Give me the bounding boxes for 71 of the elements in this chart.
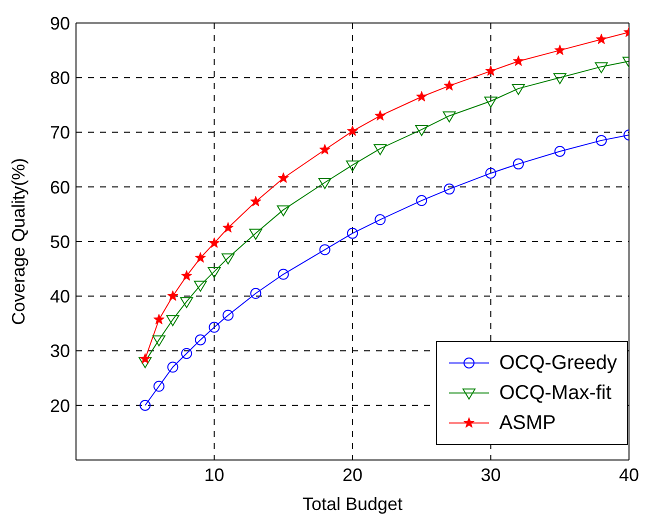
- x-tick-label: 10: [204, 464, 224, 485]
- point: [596, 134, 607, 146]
- point: [208, 237, 220, 248]
- point: [194, 280, 207, 292]
- point: [153, 380, 164, 392]
- point: [594, 62, 608, 74]
- point: [222, 310, 234, 321]
- point: [485, 168, 496, 179]
- point: [194, 334, 206, 346]
- point: [181, 270, 192, 281]
- point: [166, 315, 180, 326]
- point: [416, 90, 428, 102]
- legend-label: OCQ-Max-fit: [499, 382, 612, 404]
- point: [208, 267, 221, 278]
- x-tick-label: 40: [618, 464, 640, 485]
- point: [484, 96, 498, 108]
- x-tick-label: 30: [480, 464, 501, 485]
- point: [140, 400, 151, 411]
- point: [276, 205, 290, 216]
- point: [346, 160, 359, 172]
- point: [374, 144, 387, 156]
- point: [442, 111, 456, 122]
- point: [249, 228, 262, 240]
- point: [153, 314, 164, 324]
- y-axis-title: Coverage Quality(%): [8, 158, 28, 326]
- point: [167, 290, 178, 301]
- point: [554, 44, 566, 56]
- point: [553, 73, 566, 84]
- point: [222, 253, 235, 264]
- y-tick-label: 30: [50, 341, 70, 362]
- point: [250, 288, 262, 299]
- point: [138, 357, 152, 368]
- point: [180, 297, 194, 308]
- x-axis-title: Total Budget: [302, 494, 403, 514]
- point: [181, 348, 192, 359]
- point: [250, 196, 262, 206]
- point: [278, 172, 289, 183]
- point: [167, 362, 178, 373]
- point: [347, 125, 358, 136]
- point: [278, 268, 289, 280]
- y-tick-label: 40: [50, 286, 70, 307]
- y-tick-label: 60: [50, 177, 70, 198]
- point: [554, 146, 566, 157]
- point: [444, 184, 455, 195]
- point: [512, 55, 524, 66]
- point: [415, 125, 428, 136]
- point: [347, 228, 358, 239]
- point: [140, 353, 151, 364]
- point: [374, 110, 386, 121]
- point: [222, 222, 234, 233]
- point: [374, 214, 386, 226]
- point: [512, 84, 525, 96]
- point: [194, 252, 206, 263]
- point: [319, 144, 330, 154]
- point: [318, 178, 332, 190]
- y-tick-label: 20: [50, 396, 70, 416]
- point: [596, 34, 607, 44]
- x-tick-label: 20: [342, 464, 363, 485]
- y-tick-label: 70: [50, 122, 70, 143]
- point: [319, 244, 330, 256]
- point: [208, 322, 220, 333]
- point: [512, 158, 524, 170]
- legend-label: OCQ-Greedy: [499, 352, 617, 374]
- point: [152, 335, 166, 346]
- y-tick-label: 50: [50, 232, 70, 252]
- point: [485, 65, 496, 76]
- legend-label: ASMP: [499, 412, 556, 434]
- point: [444, 80, 455, 91]
- y-tick-label: 90: [50, 13, 70, 34]
- point: [416, 195, 428, 206]
- y-tick-label: 80: [50, 68, 70, 88]
